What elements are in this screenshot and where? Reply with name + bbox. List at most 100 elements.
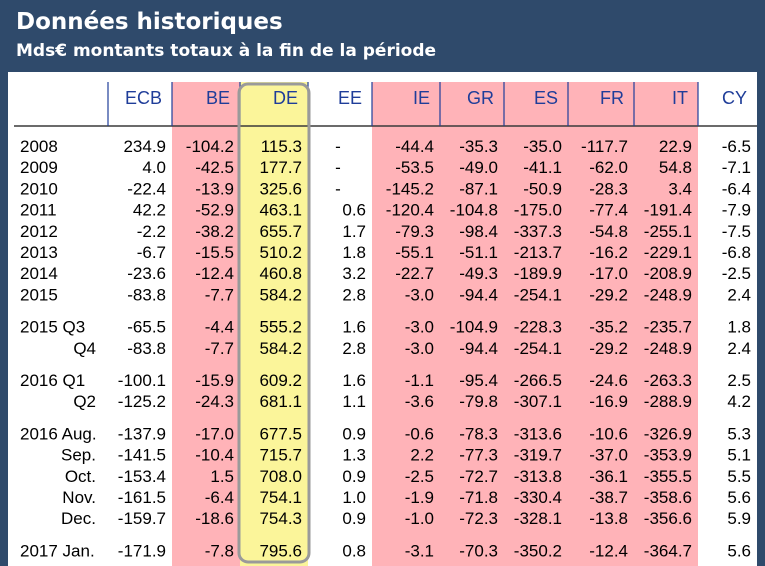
table-cell-ecb: -22.4 — [127, 179, 166, 198]
table-cell-be: 1.5 — [210, 467, 234, 486]
right-frame-border — [757, 72, 765, 566]
table-cell-fr: -16.2 — [589, 243, 628, 262]
highlight-frame-de — [237, 82, 311, 564]
table-cell-fr: -62.0 — [589, 158, 628, 177]
table-cell-ecb: -100.1 — [118, 371, 166, 390]
table-cell-ecb: -125.2 — [118, 392, 166, 411]
table-cell-ee: 1.7 — [342, 222, 366, 241]
table-cell-ecb: -171.9 — [118, 541, 166, 560]
column-backgrounds — [172, 82, 698, 566]
table-cell-ie: -1.9 — [405, 488, 434, 507]
table-cell-fr: -16.9 — [589, 392, 628, 411]
table-cell-ee: - — [335, 158, 341, 177]
table-cell-gr: -49.0 — [459, 158, 498, 177]
table-cell-ie: 2.2 — [410, 446, 434, 465]
table-cell-it: -358.6 — [644, 488, 692, 507]
page-title: Données historiques — [16, 9, 283, 35]
table-cell-it: 54.8 — [659, 158, 692, 177]
row-labels: 2008 2009 2010 2011 2012 2013 2014 2015 2015 Q3 Q… — [20, 137, 97, 560]
table-cell-cy: 5.3 — [727, 424, 751, 443]
row-label: 2015 Q3 — [20, 318, 85, 337]
table-cell-gr: -72.7 — [459, 467, 498, 486]
table-cell-gr: -70.3 — [459, 541, 498, 560]
table-cell-ie: -3.0 — [405, 318, 434, 337]
table-cell-es: -254.1 — [514, 285, 562, 304]
table-cell-be: -15.9 — [195, 371, 234, 390]
table-cell-it: 3.4 — [668, 179, 692, 198]
table-cell-es: -350.2 — [514, 541, 562, 560]
table-cell-cy: 5.1 — [727, 446, 751, 465]
table-cell-cy: -7.1 — [722, 158, 751, 177]
row-label: Nov. — [62, 488, 96, 507]
column-bg-de — [240, 82, 308, 566]
table-cell-de: 325.6 — [259, 179, 302, 198]
table-cell-ie: -79.3 — [395, 222, 434, 241]
table-cell-de: 463.1 — [259, 201, 302, 220]
table-cell-gr: -72.3 — [459, 509, 498, 528]
table-cell-ee: 0.6 — [342, 201, 366, 220]
table-cell-es: -213.7 — [514, 243, 562, 262]
table-cell-fr: -28.3 — [589, 179, 628, 198]
table-cell-ie: -22.7 — [395, 264, 434, 283]
table-cell-it: -326.9 — [644, 424, 692, 443]
table-cell-fr: -117.7 — [581, 137, 628, 156]
table-cell-ecb: -161.5 — [118, 488, 166, 507]
table-cell-gr: -104.9 — [450, 318, 498, 337]
table-cell-gr: -94.4 — [459, 285, 498, 304]
table-cell-cy: -6.5 — [722, 137, 751, 156]
left-frame-border — [0, 72, 8, 566]
table-cell-de: 715.7 — [259, 446, 302, 465]
table-cell-ie: -3.0 — [405, 339, 434, 358]
table-cell-ee: 1.1 — [342, 392, 366, 411]
row-label: 2016 Q1 — [20, 371, 85, 390]
column-bg-es — [504, 82, 568, 566]
row-label: Q2 — [73, 392, 96, 411]
table-cell-be: -104.2 — [186, 137, 234, 156]
column-header-es: ES — [534, 88, 558, 108]
column-header-it: IT — [672, 88, 688, 108]
table-cell-gr: -49.3 — [459, 264, 498, 283]
table-cell-de: 584.2 — [259, 339, 302, 358]
table-cell-ee: 0.9 — [342, 509, 366, 528]
table-cell-de: 460.8 — [259, 264, 302, 283]
row-label: 2012 — [20, 222, 58, 241]
table-cell-ee: 0.8 — [342, 541, 366, 560]
table-cell-it: -263.3 — [644, 371, 692, 390]
table-cell-es: -319.7 — [514, 446, 562, 465]
table-cell-fr: -35.2 — [589, 318, 628, 337]
table-cell-be: -42.5 — [195, 158, 234, 177]
table-cell-ie: -0.6 — [405, 424, 434, 443]
table-cell-es: -35.0 — [523, 137, 562, 156]
table-cell-be: -18.6 — [195, 509, 234, 528]
table-cell-de: 510.2 — [259, 243, 302, 262]
column-bg-it — [634, 82, 698, 566]
table-cell-be: -12.4 — [195, 264, 234, 283]
table-cell-ecb: 42.2 — [133, 201, 166, 220]
title-banner: Données historiques Mds€ montants totaux… — [0, 0, 765, 72]
row-label: 2017 Jan. — [20, 541, 95, 560]
table-cells: 234.9 -104.2 115.3 - -44.4 -35.3 -35.0 -117.7 22… — [118, 137, 751, 560]
table-cell-ee: 1.6 — [342, 318, 366, 337]
column-header-gr: GR — [467, 88, 494, 108]
table-cell-it: -288.9 — [644, 392, 692, 411]
row-label: 2010 — [20, 179, 58, 198]
table-cell-ie: -2.5 — [405, 467, 434, 486]
table-cell-cy: -7.5 — [722, 222, 751, 241]
table-cell-es: -313.8 — [514, 467, 562, 486]
table-cell-ee: 0.9 — [342, 424, 366, 443]
row-label: 2011 — [20, 201, 57, 220]
table-cell-de: 677.5 — [259, 424, 302, 443]
table-cell-gr: -95.4 — [459, 371, 498, 390]
table-cell-it: -364.7 — [644, 541, 692, 560]
row-label: Q4 — [73, 339, 96, 358]
column-header-fr: FR — [600, 88, 624, 108]
column-header-cy: CY — [722, 88, 747, 108]
row-label: Sep. — [61, 446, 96, 465]
table-cell-ee: 1.6 — [342, 371, 366, 390]
table-cell-fr: -24.6 — [589, 371, 628, 390]
column-headers: ECB BE DE EE IE GR ES FR IT CY — [125, 88, 747, 108]
table-cell-be: -7.7 — [205, 285, 234, 304]
table-cell-ee: 0.9 — [342, 467, 366, 486]
table-cell-de: 754.3 — [259, 509, 302, 528]
